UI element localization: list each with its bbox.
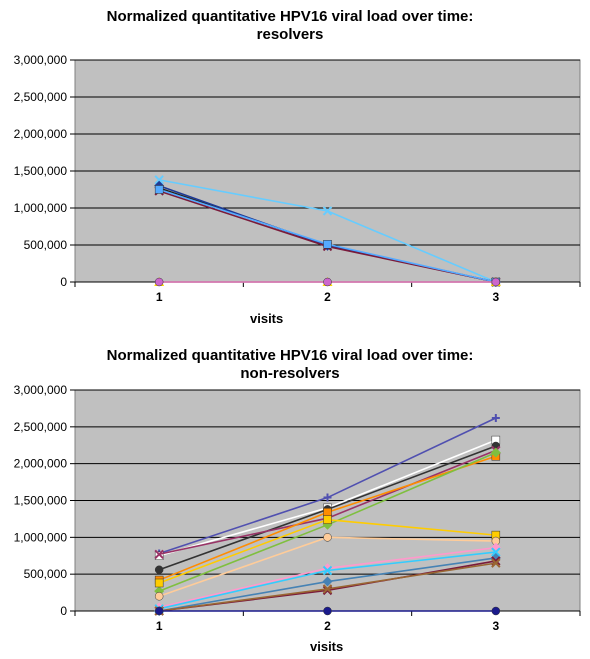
chart2-series-10-point — [322, 565, 333, 576]
chart2-series-4-point — [154, 549, 164, 559]
chart2-series-8-point — [323, 533, 332, 542]
chart2-ytick-label: 1,500,000 — [14, 494, 68, 508]
chart1-ytick-label: 0 — [60, 275, 67, 289]
chart2-series-2-point — [154, 551, 164, 560]
chart2-series-7 — [154, 515, 501, 588]
chart2-series-3-point — [154, 565, 164, 574]
chart1-ytick-label: 1,500,000 — [14, 164, 68, 178]
chart2-title-line1: Normalized quantitative HPV16 viral load… — [106, 347, 474, 364]
chart2-series-13-point — [491, 558, 501, 568]
chart2-xlabel: visits — [310, 639, 344, 654]
chart2-series-11-point — [322, 576, 333, 587]
chart1-ytick-label: 500,000 — [24, 238, 68, 252]
chart1-series-5-point — [323, 240, 332, 249]
chart2-series-14-point — [323, 606, 332, 616]
chart1-ytick-label: 2,000,000 — [14, 127, 68, 141]
chart2-ytick-label: 2,000,000 — [14, 457, 68, 471]
chart1-series-7-point — [491, 277, 501, 287]
chart2-ytick-label: 1,000,000 — [14, 530, 68, 544]
chart2-series-7-point — [154, 578, 164, 588]
chart2-series-13-point — [322, 584, 333, 594]
chart1-series-7-point — [154, 277, 164, 287]
chart2-xtick-label: 1 — [156, 619, 163, 633]
chart2-series-8-point — [154, 592, 164, 601]
chart1-series-7-point — [323, 277, 332, 287]
chart1-xtick-label: 3 — [492, 290, 499, 304]
chart2-title: Normalized quantitative HPV16 viral load… — [40, 347, 540, 383]
chart2-xtick-label: 3 — [492, 619, 499, 633]
chart1-series-5-point — [154, 185, 164, 194]
chart1-xtick-label: 2 — [324, 290, 331, 304]
chart1-ytick-label: 1,000,000 — [14, 201, 68, 215]
chart1-ytick-label: 3,000,000 — [14, 53, 68, 67]
chart2-series-6-point — [490, 447, 501, 458]
chart2-series-5-point — [323, 508, 332, 517]
chart1-title: Normalized quantitative HPV16 viral load… — [40, 8, 540, 44]
chart2-series-14 — [154, 606, 501, 616]
chart2-ytick-label: 2,500,000 — [14, 420, 68, 434]
chart2-series-8 — [154, 533, 501, 601]
chart2-ytick-label: 3,000,000 — [14, 383, 68, 397]
chart2-series-14-point — [154, 606, 164, 616]
chart2-ytick-label: 500,000 — [24, 567, 68, 581]
chart1-ytick-label: 2,500,000 — [14, 90, 68, 104]
chart2-series-1-point — [491, 413, 500, 422]
chart1-series-1-point — [154, 175, 164, 185]
chart1-xlabel: visits — [250, 311, 284, 326]
chart1-series-1-point — [322, 206, 333, 216]
chart1-xtick-label: 1 — [156, 290, 163, 304]
chart2-series-14-point — [491, 606, 501, 616]
chart2-series-10-point — [491, 547, 501, 557]
chart1-title-line1: Normalized quantitative HPV16 viral load… — [106, 8, 474, 25]
chart2-xtick-label: 2 — [324, 619, 331, 633]
chart1-series-1 — [154, 175, 501, 287]
chart1-svg: 0 500,000 1,000,000 1,500,000 2,000,000 2,500… — [14, 53, 581, 304]
chart2-series-7-point — [323, 515, 332, 524]
chart2-series-1-point — [323, 493, 332, 502]
chart1-title-line2: resolvers — [256, 26, 324, 43]
chart2-ytick-label: 0 — [60, 604, 67, 618]
chart2-title-line2: non-resolvers — [240, 365, 340, 382]
chart1-series-7 — [154, 277, 501, 287]
